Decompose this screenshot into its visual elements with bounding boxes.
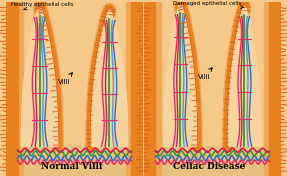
Polygon shape (164, 2, 197, 146)
Polygon shape (6, 2, 23, 176)
Polygon shape (126, 2, 143, 176)
Polygon shape (22, 6, 58, 146)
Polygon shape (6, 2, 18, 176)
Polygon shape (228, 5, 261, 146)
Text: Celiac Disease: Celiac Disease (173, 162, 245, 171)
Text: Villi: Villi (197, 68, 212, 80)
Polygon shape (6, 2, 143, 176)
Polygon shape (144, 2, 156, 176)
Polygon shape (131, 2, 143, 176)
Polygon shape (91, 9, 128, 146)
Polygon shape (22, 6, 58, 146)
Polygon shape (164, 2, 197, 146)
Text: Normal Villi: Normal Villi (40, 162, 102, 171)
Polygon shape (91, 9, 128, 146)
Polygon shape (228, 5, 261, 146)
Polygon shape (263, 2, 281, 176)
Text: Villi: Villi (58, 73, 72, 85)
Text: Healthy epithelial cells: Healthy epithelial cells (11, 2, 73, 10)
Polygon shape (144, 2, 281, 176)
Polygon shape (6, 146, 143, 176)
Polygon shape (144, 146, 281, 176)
Polygon shape (144, 2, 161, 176)
Polygon shape (269, 2, 281, 176)
Text: Damaged epithelial cells: Damaged epithelial cells (173, 1, 244, 9)
